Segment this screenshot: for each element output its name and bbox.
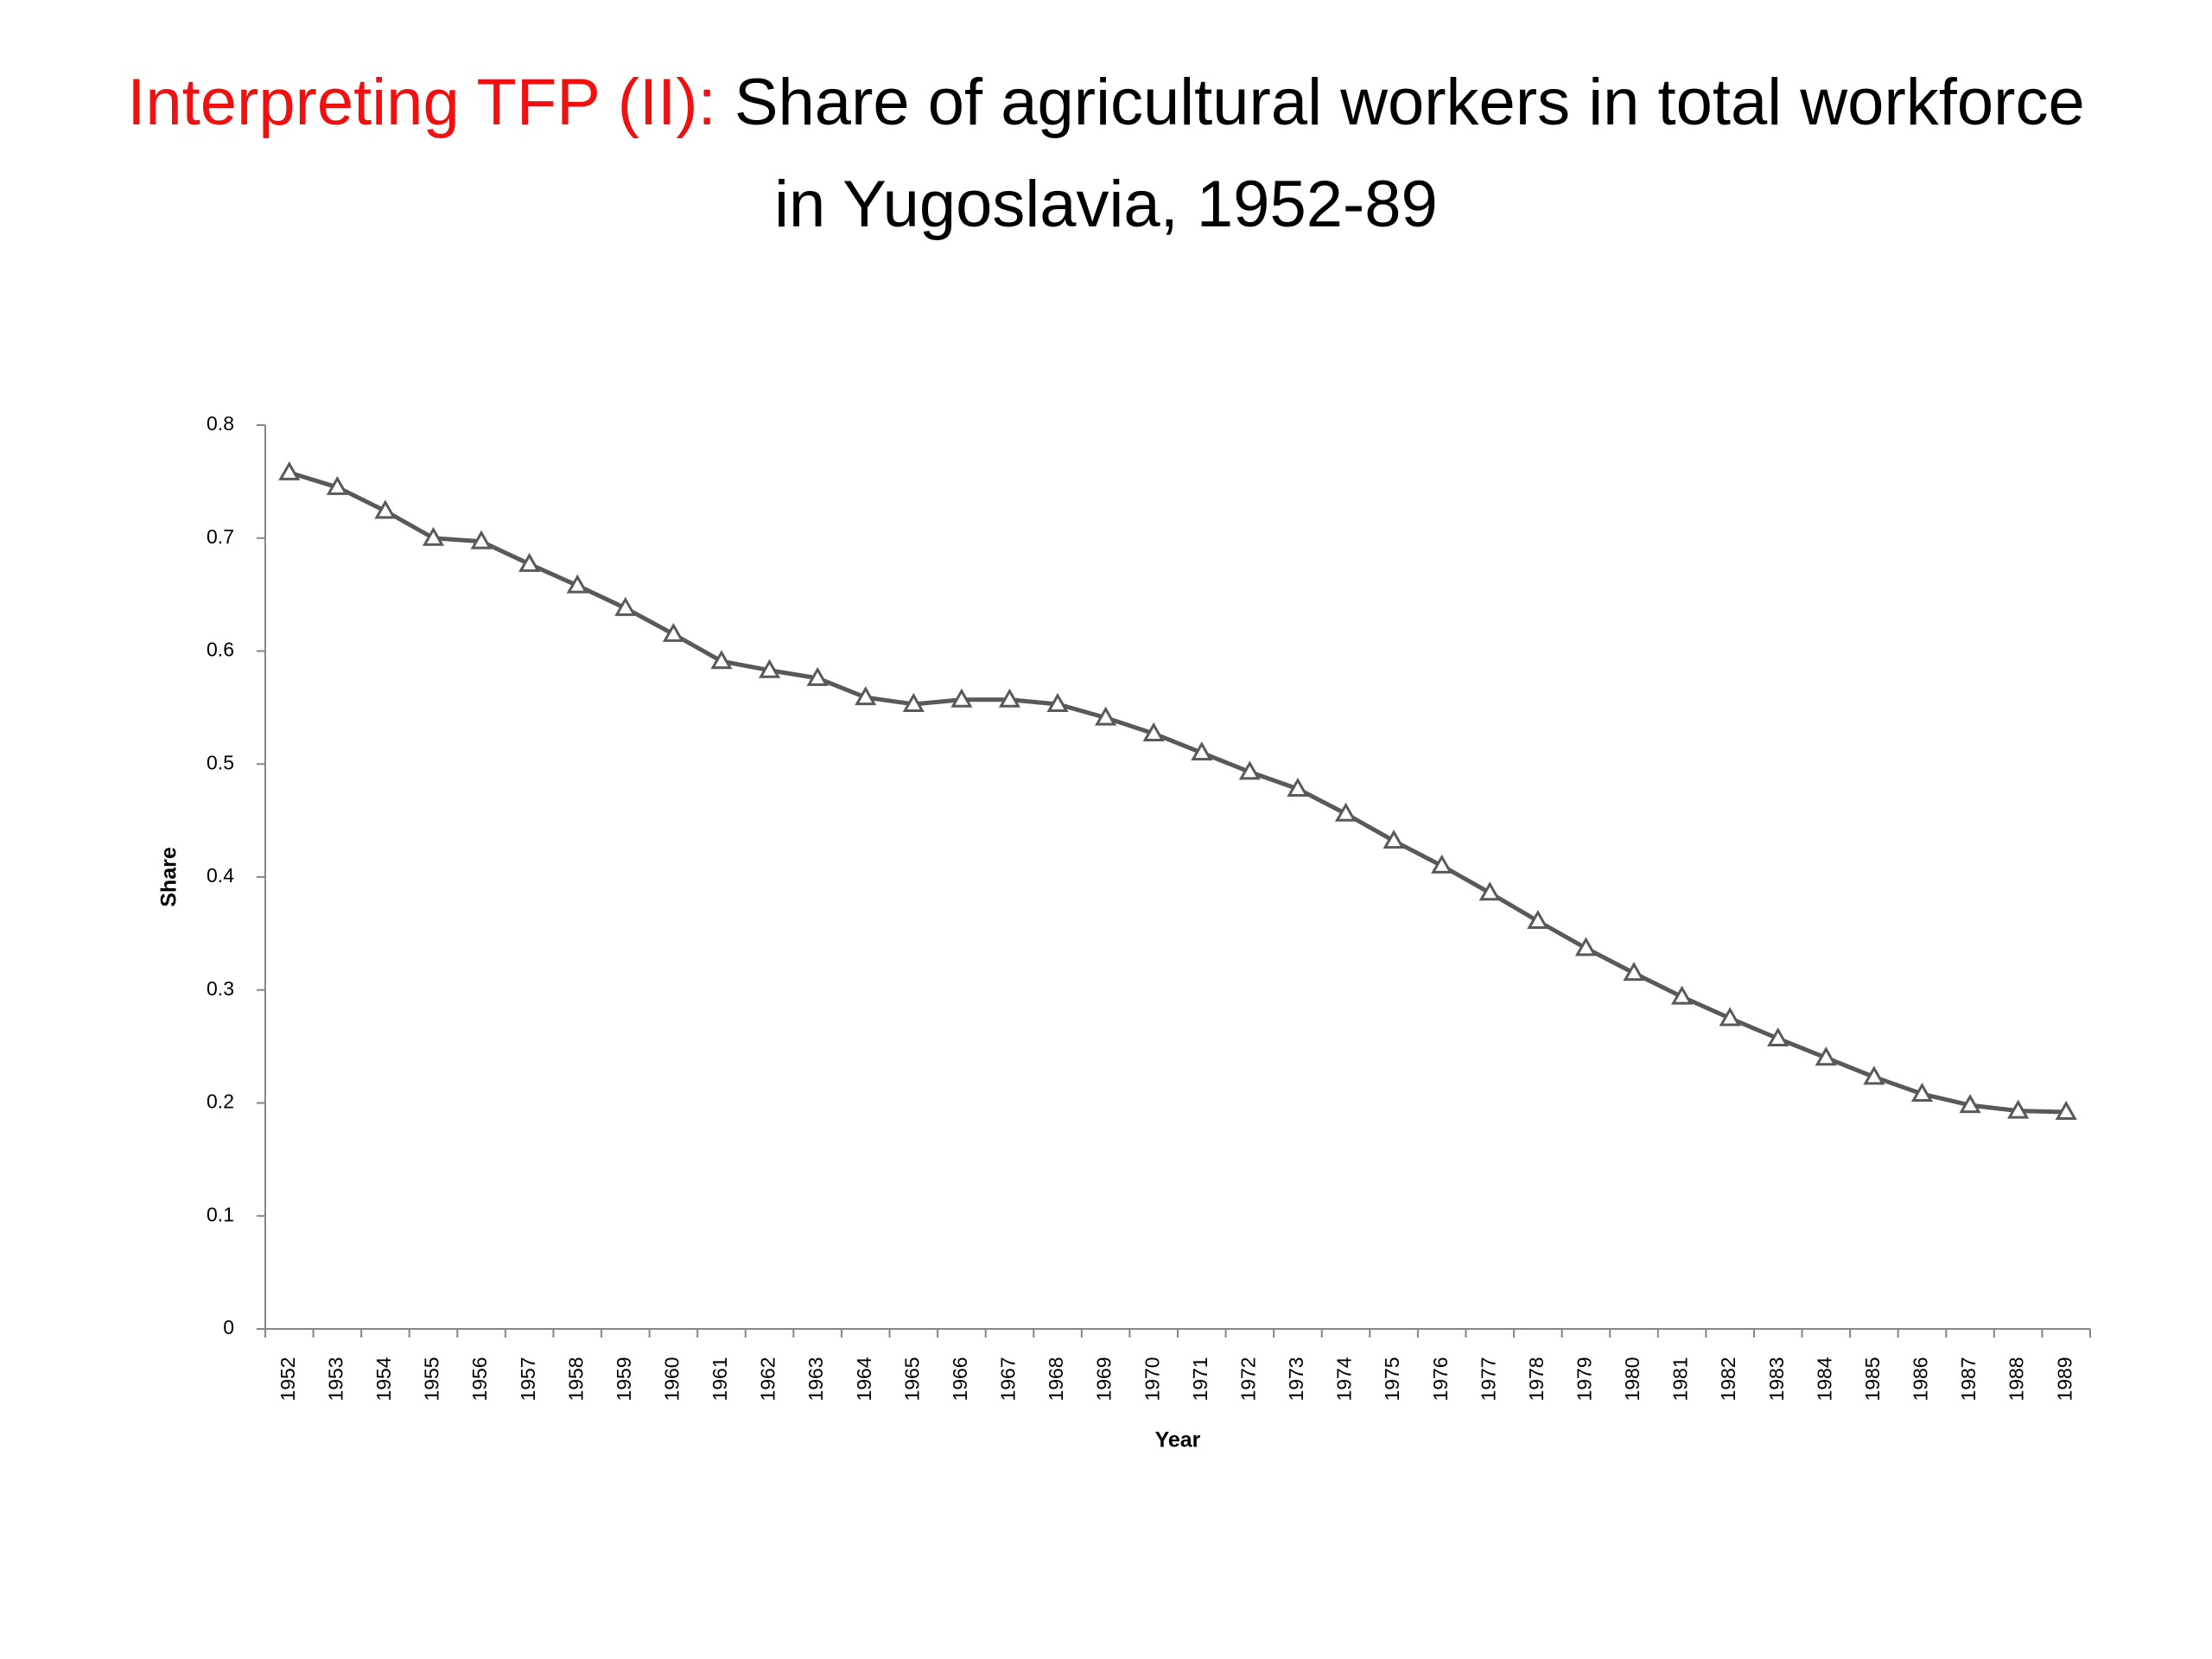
marker [374, 499, 397, 519]
x-axis-label: Year [1155, 1428, 1201, 1452]
marker [1238, 760, 1261, 780]
marker [950, 688, 973, 708]
marker [1431, 854, 1453, 874]
marker [758, 658, 781, 678]
x-tick-label: 1964 [853, 1357, 875, 1401]
marker [1910, 1083, 1934, 1103]
marker [710, 650, 733, 670]
marker [1095, 706, 1117, 726]
title-text: Share of agricultural workers in total w… [734, 66, 2085, 241]
x-tick-label: 1957 [517, 1357, 539, 1401]
marker [1142, 721, 1165, 741]
x-tick-label: 1983 [1765, 1357, 1788, 1401]
marker [1191, 741, 1213, 761]
marker [1670, 985, 1694, 1005]
title-highlight: Interpreting TFP (II): [127, 66, 716, 139]
marker [1623, 962, 1645, 982]
marker [470, 530, 493, 550]
y-axis-label: Share [157, 847, 181, 907]
marker [855, 686, 877, 706]
title: Interpreting TFP (II): Share of agricult… [112, 52, 2100, 256]
marker [422, 526, 445, 546]
x-tick-label: 1977 [1477, 1357, 1499, 1401]
marker [326, 475, 348, 495]
x-tick-label: 1958 [564, 1357, 587, 1401]
y-tick-label: 0 [223, 1316, 234, 1338]
x-tick-label: 1984 [1813, 1357, 1835, 1401]
x-tick-label: 1974 [1333, 1357, 1356, 1401]
y-tick-label: 0.5 [207, 751, 234, 773]
marker [806, 666, 829, 686]
x-tick-label: 1969 [1093, 1357, 1116, 1401]
x-tick-label: 1954 [372, 1357, 395, 1401]
marker [1959, 1094, 1981, 1114]
x-tick-label: 1985 [1861, 1357, 1884, 1401]
x-tick-label: 1953 [324, 1357, 346, 1401]
marker [1863, 1065, 1885, 1085]
y-tick-label: 0.2 [207, 1090, 234, 1113]
y-tick-label: 0.6 [207, 639, 234, 661]
y-tick-label: 0.1 [207, 1203, 234, 1225]
series-line [289, 470, 2067, 1115]
marker [1287, 777, 1309, 798]
marker [614, 596, 637, 616]
x-tick-label: 1961 [709, 1357, 731, 1401]
x-tick-label: 1972 [1236, 1357, 1259, 1401]
marker [566, 574, 588, 594]
marker [1719, 1007, 1741, 1027]
x-tick-label: 1956 [468, 1357, 491, 1401]
marker [998, 688, 1021, 708]
x-tick-label: 1970 [1141, 1357, 1163, 1401]
marker [662, 622, 685, 642]
marker [1527, 909, 1549, 929]
x-tick-label: 1966 [949, 1357, 971, 1401]
x-tick-label: 1988 [2005, 1357, 2028, 1401]
x-tick-label: 1976 [1429, 1357, 1452, 1401]
y-tick-label: 0.3 [207, 977, 234, 1000]
marker [1767, 1027, 1789, 1046]
x-tick-label: 1968 [1045, 1357, 1067, 1401]
marker [1815, 1046, 1837, 1066]
x-tick-label: 1965 [900, 1357, 923, 1401]
marker [2055, 1100, 2077, 1120]
x-tick-label: 1963 [804, 1357, 827, 1401]
marker [1382, 830, 1405, 849]
marker [902, 692, 925, 712]
marker [1574, 937, 1598, 957]
marker [518, 552, 541, 572]
marker [1478, 881, 1501, 901]
x-tick-label: 1952 [276, 1357, 299, 1401]
x-tick-label: 1975 [1381, 1357, 1403, 1401]
y-tick-label: 0.8 [207, 412, 234, 435]
x-tick-label: 1959 [613, 1357, 635, 1401]
x-tick-label: 1980 [1621, 1357, 1643, 1401]
y-tick-label: 0.4 [207, 864, 234, 887]
x-tick-label: 1986 [1910, 1357, 1932, 1401]
x-tick-label: 1967 [997, 1357, 1020, 1401]
marker [278, 461, 301, 480]
x-tick-label: 1979 [1573, 1357, 1595, 1401]
x-tick-label: 1987 [1957, 1357, 1980, 1401]
x-tick-label: 1978 [1525, 1357, 1548, 1401]
x-tick-label: 1955 [421, 1357, 443, 1401]
y-tick-label: 0.7 [207, 525, 234, 548]
x-tick-label: 1962 [757, 1357, 779, 1401]
x-tick-label: 1982 [1717, 1357, 1739, 1401]
x-tick-label: 1971 [1189, 1357, 1211, 1401]
x-tick-label: 1960 [660, 1357, 683, 1401]
x-tick-label: 1981 [1669, 1357, 1692, 1401]
marker [1334, 802, 1357, 822]
marker [2007, 1099, 2030, 1119]
marker [1046, 692, 1069, 712]
x-tick-label: 1973 [1285, 1357, 1307, 1401]
x-tick-label: 1989 [2053, 1357, 2075, 1401]
